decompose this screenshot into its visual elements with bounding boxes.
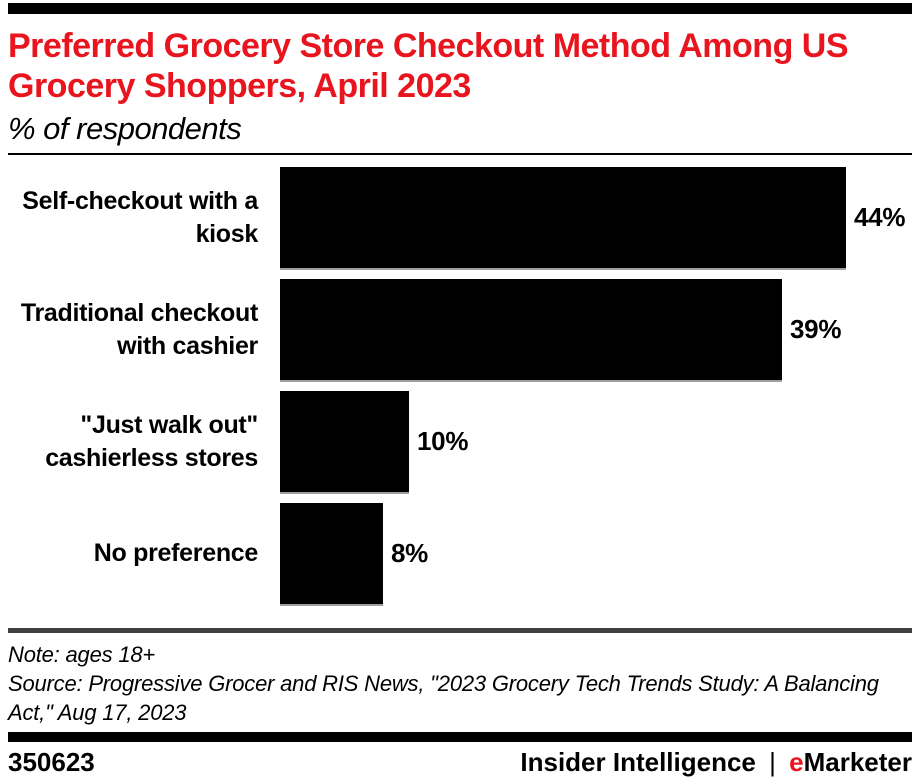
category-label-line: with cashier [117,331,258,360]
category-label-line: Traditional checkout [20,298,258,327]
brand-emarketer-rest: Marketer [803,747,912,777]
brand-separator: | [769,747,776,777]
top-accent-bar [8,3,912,14]
category-label-line: "Just walk out" [80,410,258,439]
note-text: Note: ages 18+ [8,642,156,667]
bar-track: 44% [280,167,912,268]
chart-title-line1: Preferred Grocery Store Checkout Method … [8,27,849,65]
footer: 350623 Insider Intelligence | eMarketer [8,747,912,778]
brand-lockup: Insider Intelligence | eMarketer [520,747,912,778]
chart-subtitle: % of respondents [8,111,242,146]
category-label: No preference [8,503,259,604]
category-label: Self-checkout with a kiosk [8,167,258,268]
bar-row: "Just walk out" cashierless stores 10% [8,391,912,492]
category-label-line: cashierless stores [45,443,258,472]
chart-title-line2: Grocery Shoppers, April 2023 [8,67,471,105]
brand-emarketer-e: e [789,747,804,777]
bar-chart: Self-checkout with a kiosk 44% Traditional … [8,167,912,604]
bar [280,167,846,268]
chart-id: 350623 [8,747,95,777]
bar-track: 8% [280,503,912,604]
notes-divider [8,628,912,633]
header-divider [8,153,912,155]
bar-track: 10% [280,391,912,492]
source-text: Source: Progressive Grocer and RIS News,… [8,671,879,725]
value-label: 8% [391,538,428,568]
bar-row: No preference 8% [8,503,912,604]
bar-row: Traditional checkout with cashier 39% [8,279,912,380]
category-label: "Just walk out" cashierless stores [8,391,258,492]
brand-insider-intelligence: Insider Intelligence [520,747,756,777]
value-label: 44% [854,202,906,232]
category-label-line: kiosk [195,219,259,248]
bar-track: 39% [280,279,912,380]
value-label: 39% [790,314,842,344]
category-label-line: Self-checkout with a [22,186,258,215]
bar [280,503,383,604]
bar [280,279,782,380]
bar [280,391,409,492]
category-label: Traditional checkout with cashier [8,279,258,380]
notes-block: Note: ages 18+ Source: Progressive Groce… [8,640,888,727]
value-label: 10% [417,426,469,456]
bar-row: Self-checkout with a kiosk 44% [8,167,912,268]
category-label-line: No preference [93,539,259,567]
footer-accent-bar [8,732,912,742]
chart-title: Preferred Grocery Store Checkout Method … [8,26,912,106]
